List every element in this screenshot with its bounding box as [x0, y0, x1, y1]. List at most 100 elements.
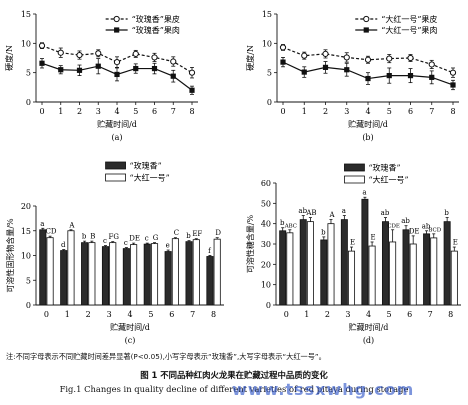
x-axis-label-c: 贮藏时间/d	[110, 322, 150, 332]
legend-label-a-0: “玫瑰香”果皮	[132, 14, 180, 24]
x-tick-label-d: 4	[366, 310, 371, 319]
bar-d-1	[327, 223, 335, 306]
data-point-b-0	[322, 50, 329, 57]
significance-letter-c-0: d	[61, 241, 66, 249]
x-tick-label-c: 8	[211, 310, 216, 319]
y-tick-label-b: 0	[267, 98, 272, 107]
legend-label-d-0: “玫瑰香”	[368, 163, 400, 173]
x-tick-label-d: 2	[325, 310, 330, 319]
x-axis-label-d: 贮藏时间/d	[349, 322, 389, 332]
bar-d-0	[381, 221, 389, 306]
x-tick-label-b: 0	[280, 107, 285, 116]
y-tick-label-c: 0	[26, 301, 31, 310]
data-point-b-1	[365, 75, 371, 82]
y-tick-label-c: 20	[21, 202, 31, 211]
x-tick-label-d: 1	[304, 310, 309, 319]
x-tick-label-c: 3	[107, 310, 112, 319]
bar-c-0	[185, 241, 193, 306]
significance-letter-d-0: b	[321, 228, 326, 236]
bar-c-1	[109, 242, 117, 306]
legend-marker-a-1	[114, 27, 120, 33]
bar-d-1	[389, 241, 397, 306]
series-line-a-0	[41, 45, 193, 74]
bar-d-0	[299, 219, 307, 306]
bar-c-0	[206, 256, 214, 306]
data-point-a-0	[113, 59, 121, 66]
x-tick-label-c: 2	[86, 310, 91, 319]
significance-letter-c-0: c	[103, 237, 107, 245]
panel-label-b: (b)	[362, 133, 373, 142]
x-tick-label-b: 4	[365, 107, 370, 116]
x-tick-label-c: 5	[148, 310, 153, 319]
x-tick-label-d: 7	[428, 310, 433, 319]
data-point-a-1	[95, 63, 101, 69]
bar-c-1	[67, 230, 75, 306]
y-tick-label-c: 10	[21, 252, 31, 261]
y-axis-label-b: 硬度/N	[245, 45, 255, 71]
x-tick-label-b: 2	[323, 107, 328, 116]
bar-d-1	[286, 232, 294, 306]
data-point-b-1	[429, 74, 435, 80]
data-point-a-1	[76, 67, 83, 73]
legend-swatch-c-0	[105, 161, 126, 170]
y-tick-label-d: 40	[261, 220, 271, 229]
bar-c-1	[150, 243, 159, 306]
y-tick-label-c: 5	[26, 276, 31, 285]
data-point-b-0	[449, 69, 457, 76]
bar-c-0	[39, 229, 47, 306]
x-tick-label-d: 0	[284, 310, 289, 319]
data-point-a-1	[133, 65, 139, 72]
y-tick-label-d: 10	[261, 281, 271, 290]
bar-d-0	[320, 239, 328, 306]
significance-letter-c-1: CD	[46, 228, 57, 236]
significance-letter-d-0: a	[342, 207, 346, 215]
y-tick-label-d: 50	[261, 199, 271, 208]
y-tick-label-a: 15	[21, 10, 31, 19]
watermark-text: www.tssxwhg.com	[232, 380, 415, 399]
data-point-a-0	[95, 50, 102, 57]
y-tick-label-d: 60	[261, 179, 271, 188]
data-point-b-1	[322, 64, 329, 70]
panel-label-d: (d)	[363, 336, 374, 345]
data-point-a-1	[151, 65, 158, 72]
x-tick-label-c: 7	[190, 310, 195, 319]
legend-label-b-1: “大红一号”果肉	[381, 25, 437, 35]
y-tick-label-b: 5	[267, 69, 272, 78]
significance-letter-c-1: A	[68, 221, 75, 229]
data-point-a-0	[76, 51, 83, 59]
y-tick-label-b: 10	[262, 39, 272, 48]
significance-letter-d-0: b	[280, 219, 285, 227]
figure-caption-en: Fig.1 Changes in quality decline of diff…	[59, 384, 409, 394]
significance-letter-d-1: CDE	[387, 223, 400, 229]
bar-d-1	[430, 237, 438, 306]
data-point-a-0	[57, 49, 64, 56]
bar-d-1	[450, 250, 458, 306]
bar-c-1	[130, 244, 138, 306]
y-axis-label-c: 可溶性固形物含量/%	[5, 218, 15, 293]
y-axis-label-d: 可溶性糖含量/%	[245, 214, 255, 273]
figure-caption-cn: 图 1 不同品种红肉火龙果在贮藏过程中品质的变化	[140, 370, 328, 380]
legend-marker-b-0	[363, 15, 370, 23]
significance-letter-d-1: BCD	[428, 227, 441, 233]
bar-d-1	[306, 221, 314, 306]
bar-c-1	[213, 238, 221, 306]
x-tick-label-c: 0	[44, 310, 49, 319]
significance-letter-d-0: ab	[381, 209, 390, 217]
data-point-b-1	[450, 82, 456, 88]
data-point-a-1	[39, 60, 45, 66]
significance-letter-c-0: a	[40, 220, 44, 228]
bar-d-1	[409, 243, 417, 306]
data-point-a-0	[170, 58, 177, 65]
bar-d-1	[348, 250, 356, 306]
x-tick-label-a: 3	[96, 107, 101, 116]
x-tick-label-a: 1	[58, 107, 63, 116]
data-point-a-0	[151, 54, 158, 61]
data-point-a-0	[188, 69, 196, 76]
significance-letter-c-0: b	[186, 232, 191, 240]
y-axis-label-a: 硬度/N	[4, 45, 14, 71]
data-point-b-0	[343, 54, 350, 61]
x-tick-label-a: 8	[189, 107, 194, 116]
significance-letter-c-0: b	[82, 233, 87, 241]
significance-letter-c-1: G	[153, 234, 159, 242]
